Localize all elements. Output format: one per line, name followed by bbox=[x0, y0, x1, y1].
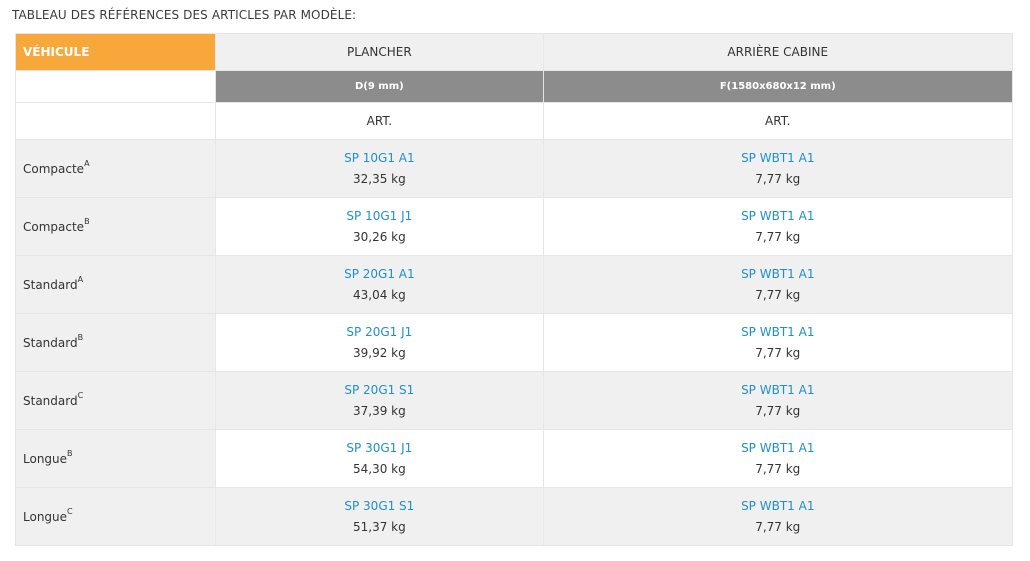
cabine-weight: 7,77 kg bbox=[755, 461, 801, 476]
dimension-row: D(9 mm) F(1580x680x12 mm) bbox=[14, 70, 1014, 103]
cabine-cell: SP WBT1 A1 7,77 kg bbox=[542, 255, 1014, 314]
cabine-weight: 7,77 kg bbox=[755, 345, 801, 360]
cabine-article-link[interactable]: SP WBT1 A1 bbox=[741, 324, 815, 339]
art-blank-cell bbox=[14, 102, 217, 140]
cabine-article-link[interactable]: SP WBT1 A1 bbox=[741, 266, 815, 281]
cabine-weight: 7,77 kg bbox=[755, 519, 801, 534]
vehicle-name: Compacte bbox=[23, 220, 85, 234]
plancher-cell: SP 20G1 J1 39,92 kg bbox=[215, 313, 544, 372]
vehicle-name: Standard bbox=[23, 394, 78, 408]
vehicle-name: Longue bbox=[23, 452, 68, 466]
vehicle-name: Standard bbox=[23, 336, 78, 350]
dimension-cabine: F(1580x680x12 mm) bbox=[542, 70, 1014, 103]
cabine-article-link[interactable]: SP WBT1 A1 bbox=[741, 208, 815, 223]
cabine-cell: SP WBT1 A1 7,77 kg bbox=[542, 139, 1014, 198]
table-row: CompacteB SP 10G1 J1 30,26 kg SP WBT1 A1 7,7… bbox=[14, 197, 1014, 256]
cabine-cell: SP WBT1 A1 7,77 kg bbox=[542, 487, 1014, 546]
plancher-cell: SP 10G1 A1 32,35 kg bbox=[215, 139, 544, 198]
vehicle-variant: C bbox=[77, 391, 84, 400]
plancher-weight: 30,26 kg bbox=[352, 229, 406, 244]
vehicle-variant: B bbox=[77, 333, 84, 342]
cabine-weight: 7,77 kg bbox=[755, 229, 801, 244]
vehicle-name: Longue bbox=[23, 510, 68, 524]
plancher-cell: SP 30G1 S1 51,37 kg bbox=[215, 487, 544, 546]
plancher-weight: 51,37 kg bbox=[352, 519, 406, 534]
vehicle-name: Standard bbox=[23, 278, 78, 292]
dimension-blank-cell bbox=[14, 70, 217, 103]
art-row: ART. ART. bbox=[14, 102, 1014, 140]
cabine-article-link[interactable]: SP WBT1 A1 bbox=[741, 382, 815, 397]
table-row: LongueC SP 30G1 S1 51,37 kg SP WBT1 A1 7,77 … bbox=[14, 487, 1014, 546]
table-caption: TABLEAU DES RÉFÉRENCES DES ARTICLES PAR … bbox=[12, 8, 357, 22]
plancher-weight: 39,92 kg bbox=[352, 345, 406, 360]
plancher-cell: SP 20G1 S1 37,39 kg bbox=[215, 371, 544, 430]
cabine-weight: 7,77 kg bbox=[755, 171, 801, 186]
vehicle-cell: StandardA bbox=[14, 255, 217, 314]
dimension-plancher: D(9 mm) bbox=[215, 70, 544, 103]
plancher-article-link[interactable]: SP 20G1 J1 bbox=[346, 324, 413, 339]
vehicle-cell: CompacteA bbox=[14, 139, 217, 198]
cabine-cell: SP WBT1 A1 7,77 kg bbox=[542, 197, 1014, 256]
plancher-cell: SP 20G1 A1 43,04 kg bbox=[215, 255, 544, 314]
plancher-cell: SP 10G1 J1 30,26 kg bbox=[215, 197, 544, 256]
header-plancher: PLANCHER bbox=[215, 33, 544, 71]
cabine-article-link[interactable]: SP WBT1 A1 bbox=[741, 440, 815, 455]
vehicle-name: Compacte bbox=[23, 162, 85, 176]
cabine-cell: SP WBT1 A1 7,77 kg bbox=[542, 371, 1014, 430]
cabine-weight: 7,77 kg bbox=[755, 403, 801, 418]
references-table: VÉHICULE PLANCHER ARRIÈRE CABINE D(9 mm)… bbox=[14, 33, 1014, 546]
cabine-article-link[interactable]: SP WBT1 A1 bbox=[741, 150, 815, 165]
plancher-weight: 32,35 kg bbox=[352, 171, 406, 186]
plancher-weight: 43,04 kg bbox=[352, 287, 406, 302]
table-row: StandardB SP 20G1 J1 39,92 kg SP WBT1 A1 7,7… bbox=[14, 313, 1014, 372]
table-row: StandardA SP 20G1 A1 43,04 kg SP WBT1 A1 7,7… bbox=[14, 255, 1014, 314]
table-row: StandardC SP 20G1 S1 37,39 kg SP WBT1 A1 7,7… bbox=[14, 371, 1014, 430]
cabine-weight: 7,77 kg bbox=[755, 287, 801, 302]
vehicle-cell: StandardB bbox=[14, 313, 217, 372]
plancher-article-link[interactable]: SP 10G1 J1 bbox=[346, 208, 413, 223]
table-row: CompacteA SP 10G1 A1 32,35 kg SP WBT1 A1 7,7… bbox=[14, 139, 1014, 198]
vehicle-variant: B bbox=[84, 217, 90, 226]
vehicle-cell: LongueB bbox=[14, 429, 217, 488]
plancher-article-link[interactable]: SP 30G1 S1 bbox=[344, 498, 415, 513]
plancher-weight: 54,30 kg bbox=[352, 461, 406, 476]
plancher-article-link[interactable]: SP 20G1 S1 bbox=[344, 382, 415, 397]
cabine-cell: SP WBT1 A1 7,77 kg bbox=[542, 429, 1014, 488]
plancher-article-link[interactable]: SP 20G1 A1 bbox=[344, 266, 415, 281]
header-cabine: ARRIÈRE CABINE bbox=[542, 33, 1014, 71]
vehicle-cell: CompacteB bbox=[14, 197, 217, 256]
vehicle-variant: A bbox=[77, 275, 84, 284]
plancher-article-link[interactable]: SP 30G1 J1 bbox=[346, 440, 413, 455]
vehicle-variant: B bbox=[67, 449, 73, 458]
vehicle-variant: C bbox=[67, 507, 73, 516]
cabine-article-link[interactable]: SP WBT1 A1 bbox=[741, 498, 815, 513]
table-row: LongueB SP 30G1 J1 54,30 kg SP WBT1 A1 7,77 … bbox=[14, 429, 1014, 488]
cabine-cell: SP WBT1 A1 7,77 kg bbox=[542, 313, 1014, 372]
art-label-plancher: ART. bbox=[215, 102, 544, 140]
header-row: VÉHICULE PLANCHER ARRIÈRE CABINE bbox=[14, 33, 1014, 71]
plancher-cell: SP 30G1 J1 54,30 kg bbox=[215, 429, 544, 488]
references-table-body: VÉHICULE PLANCHER ARRIÈRE CABINE D(9 mm)… bbox=[14, 33, 1014, 546]
plancher-article-link[interactable]: SP 10G1 A1 bbox=[344, 150, 415, 165]
header-vehicle: VÉHICULE bbox=[14, 33, 217, 71]
plancher-weight: 37,39 kg bbox=[352, 403, 406, 418]
vehicle-cell: LongueC bbox=[14, 487, 217, 546]
vehicle-variant: A bbox=[84, 159, 90, 168]
art-label-cabine: ART. bbox=[542, 102, 1014, 140]
vehicle-cell: StandardC bbox=[14, 371, 217, 430]
